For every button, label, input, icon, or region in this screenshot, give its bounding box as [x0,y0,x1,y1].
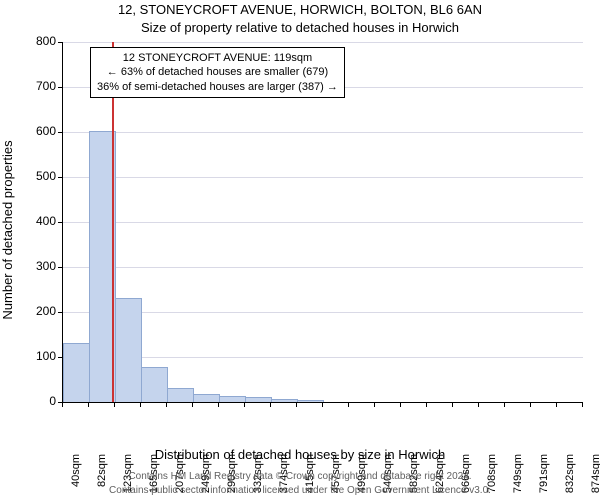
x-tick-mark [478,402,479,407]
x-tick-mark [530,402,531,407]
y-tick-label: 400 [16,214,56,228]
y-tick-label: 100 [16,349,56,363]
x-tick-mark [556,402,557,407]
histogram-bar [297,400,324,402]
y-tick-mark [58,177,63,178]
footer-line1: Contains HM Land Registry data © Crown c… [0,471,600,482]
x-tick-mark [582,402,583,407]
y-tick-mark [58,42,63,43]
x-tick-mark [296,402,297,407]
gridline [63,267,583,268]
y-tick-label: 800 [16,34,56,48]
x-tick-mark [114,402,115,407]
histogram-bar [141,367,168,402]
x-tick-mark [62,402,63,407]
histogram-bar [271,399,298,402]
y-tick-label: 300 [16,259,56,273]
y-tick-mark [58,87,63,88]
annotation-box: 12 STONEYCROFT AVENUE: 119sqm ← 63% of d… [90,47,345,98]
gridline [63,132,583,133]
y-tick-label: 700 [16,79,56,93]
x-tick-mark [270,402,271,407]
y-tick-label: 200 [16,304,56,318]
x-tick-mark [426,402,427,407]
x-tick-mark [348,402,349,407]
y-axis-label: Number of detached properties [0,51,15,230]
annotation-line2: ← 63% of detached houses are smaller (67… [97,65,338,79]
histogram-bar [219,396,246,402]
x-tick-mark [166,402,167,407]
x-tick-mark [504,402,505,407]
histogram-bar [63,343,90,403]
y-tick-label: 600 [16,124,56,138]
histogram-bar [167,388,194,403]
histogram-bar [193,394,220,402]
x-tick-mark [322,402,323,407]
y-tick-label: 500 [16,169,56,183]
y-tick-label: 0 [16,394,56,408]
x-tick-mark [374,402,375,407]
y-tick-mark [58,132,63,133]
chart-title-line2: Size of property relative to detached ho… [0,20,600,35]
footer-line2: Contains public sector information licen… [0,485,600,496]
chart-title-line1: 12, STONEYCROFT AVENUE, HORWICH, BOLTON,… [0,2,600,17]
gridline [63,42,583,43]
y-tick-mark [58,267,63,268]
gridline [63,222,583,223]
x-tick-mark [400,402,401,407]
histogram-bar [245,397,272,403]
x-tick-mark [88,402,89,407]
y-tick-mark [58,222,63,223]
x-tick-mark [218,402,219,407]
x-tick-mark [452,402,453,407]
x-tick-mark [244,402,245,407]
annotation-line1: 12 STONEYCROFT AVENUE: 119sqm [97,51,338,65]
gridline [63,177,583,178]
annotation-line3: 36% of semi-detached houses are larger (… [97,80,338,94]
histogram-bar [115,298,142,403]
x-tick-mark [140,402,141,407]
x-tick-mark [192,402,193,407]
y-tick-mark [58,312,63,313]
x-axis-label: Distribution of detached houses by size … [0,447,600,462]
